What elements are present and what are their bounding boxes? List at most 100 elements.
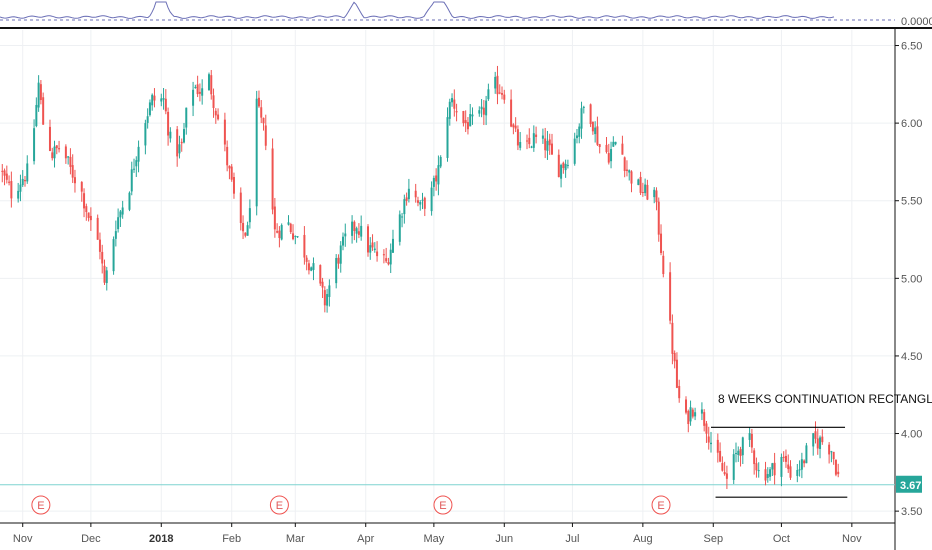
candle-body xyxy=(398,214,401,242)
candle-body xyxy=(305,257,308,262)
candle-body xyxy=(494,76,497,89)
candle-body xyxy=(176,129,179,157)
candle-body xyxy=(485,100,488,116)
candle-body xyxy=(691,409,694,417)
candle-body xyxy=(73,177,76,184)
candle-body xyxy=(819,437,822,449)
candle-body xyxy=(694,412,697,417)
y-tick-label: 3.50 xyxy=(901,506,922,518)
candle-body xyxy=(655,190,658,203)
candle-body xyxy=(628,170,631,173)
candle-body xyxy=(471,114,474,117)
candle-body xyxy=(248,208,251,223)
candle-body xyxy=(466,122,469,130)
candle-body xyxy=(121,207,124,215)
time-axis[interactable]: Nov Dec 2018 Feb Mar Apr May Jun Jul Aug Sep Oct Nov xyxy=(13,523,862,545)
candle-body xyxy=(98,239,101,252)
candle-body xyxy=(391,238,394,253)
x-tick-label: 2018 xyxy=(149,533,173,545)
candle-body xyxy=(689,407,692,422)
candle-body xyxy=(605,144,608,153)
candle-body xyxy=(1,170,4,172)
candle-body xyxy=(33,128,36,162)
candle-body xyxy=(242,222,245,232)
candle-body xyxy=(610,149,613,162)
candle-body xyxy=(246,225,249,236)
candle-body xyxy=(357,231,360,235)
chart-grid xyxy=(0,30,895,522)
candle-body xyxy=(732,454,735,480)
candle-body xyxy=(153,95,156,101)
indicator-pane[interactable]: 0.0000 xyxy=(0,1,932,28)
candle-body xyxy=(703,412,706,426)
candle-body xyxy=(271,148,274,210)
candle-body xyxy=(401,216,404,218)
candle-body xyxy=(148,102,151,116)
candle-body xyxy=(519,142,522,148)
candle-body xyxy=(196,84,199,95)
candles[interactable] xyxy=(1,65,840,490)
candle-body xyxy=(589,104,592,125)
candle-body xyxy=(39,84,42,101)
candle-body xyxy=(294,235,297,237)
pattern-annotation[interactable]: 8 WEEKS CONTINUATION RECTANGL xyxy=(718,392,932,406)
candle-body xyxy=(451,98,454,103)
candle-body xyxy=(96,217,99,240)
candle-body xyxy=(798,469,801,471)
candle-body xyxy=(326,294,329,306)
candle-body xyxy=(653,189,656,198)
candle-body xyxy=(167,111,170,136)
candle-body xyxy=(573,138,576,164)
candle-body xyxy=(548,139,551,146)
candle-body xyxy=(264,125,267,146)
candle-body xyxy=(260,107,263,118)
candle-body xyxy=(812,433,815,447)
candle-body xyxy=(621,143,624,155)
candle-body xyxy=(705,423,708,434)
candle-body xyxy=(101,251,104,264)
candle-body xyxy=(198,91,201,94)
candle-body xyxy=(557,154,560,178)
candle-body xyxy=(544,138,547,151)
candle-body xyxy=(164,98,167,112)
candle-body xyxy=(137,146,140,162)
candle-body xyxy=(244,232,247,236)
candle-body xyxy=(501,93,504,95)
candle-body xyxy=(337,257,340,264)
candle-body xyxy=(114,231,117,239)
x-tick-label: Mar xyxy=(286,533,305,545)
candle-body xyxy=(344,233,347,237)
candle-body xyxy=(366,226,369,253)
y-tick-label: 6.00 xyxy=(901,118,922,130)
candle-body xyxy=(5,173,8,180)
candle-body xyxy=(3,170,6,176)
candle-body xyxy=(662,255,665,275)
candle-body xyxy=(464,120,467,124)
candle-body xyxy=(405,197,408,201)
price-axis[interactable]: 6.50 6.00 5.50 5.00 4.50 4.00 3.50 xyxy=(895,41,922,519)
candle-body xyxy=(280,225,283,240)
candle-body xyxy=(748,433,751,440)
candle-body xyxy=(623,157,626,172)
candle-body xyxy=(303,234,306,258)
candle-body xyxy=(771,463,774,470)
candle-body xyxy=(448,101,451,119)
candle-body xyxy=(144,123,147,146)
candle-body xyxy=(487,89,490,100)
candle-body xyxy=(673,352,676,362)
candle-body xyxy=(351,221,354,236)
candle-body xyxy=(646,184,649,200)
candle-body xyxy=(789,466,792,478)
candle-body xyxy=(278,230,281,239)
candle-body xyxy=(214,110,217,116)
x-tick-label: Jul xyxy=(565,533,579,545)
candle-body xyxy=(103,265,106,283)
candle-body xyxy=(339,245,342,264)
candle-body xyxy=(17,190,20,199)
candle-body xyxy=(430,187,433,212)
candle-body xyxy=(160,98,163,102)
x-tick-label: Feb xyxy=(222,533,241,545)
candle-body xyxy=(23,180,26,182)
rectangle-lines[interactable] xyxy=(711,426,848,498)
